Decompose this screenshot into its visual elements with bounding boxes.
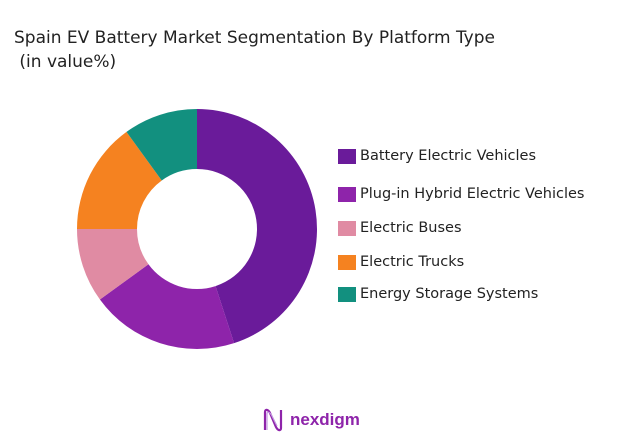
slice-plug-in-hybrid-electric-vehicles [99,264,235,349]
legend-item: Electric Buses [338,220,462,236]
slice-electric-trucks [77,131,162,229]
chart-title: Spain EV Battery Market Segmentation By … [14,28,495,72]
nexdigm-logo: nexdigm [262,408,360,432]
legend-item: Energy Storage Systems [338,286,538,302]
legend-label: Battery Electric Vehicles [360,148,537,164]
slice-electric-buses [77,229,149,300]
legend-item: Plug-in Hybrid Electric Vehicles [338,186,584,202]
legend-label: Plug-in Hybrid Electric Vehicles [360,186,585,202]
nexdigm-logo-icon [263,408,283,432]
legend-label: Electric Buses [360,220,462,236]
legend-item: Battery Electric Vehicles [338,148,536,164]
legend-swatch [338,286,356,302]
legend-swatch [338,254,356,270]
slice-energy-storage-systems [126,109,197,181]
legend-item: Electric Trucks [338,254,464,270]
slice-battery-electric-vehicles [197,109,317,344]
legend-label: Energy Storage Systems [360,286,539,302]
legend-label: Electric Trucks [360,254,465,270]
legend-swatch [338,186,356,202]
legend-swatch [338,148,356,164]
legend-swatch [338,220,356,236]
brand-name: nexdigm [290,410,360,429]
